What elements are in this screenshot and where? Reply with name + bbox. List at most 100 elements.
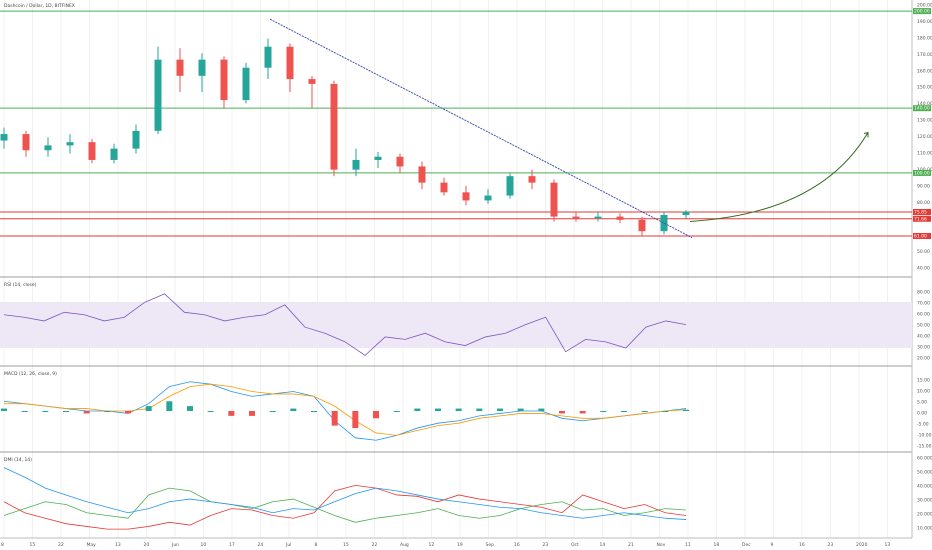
macd-histogram-bar xyxy=(641,411,648,412)
price-tick-label: 120.00 xyxy=(917,134,932,140)
projection-curve xyxy=(689,132,869,222)
candle-body xyxy=(110,148,118,160)
macd-histogram-bar xyxy=(104,411,111,412)
time-tick-label: 22 xyxy=(372,542,378,548)
time-tick-label: 15 xyxy=(30,542,36,548)
time-tick-label: Sep xyxy=(486,542,495,548)
candle-body xyxy=(572,216,580,219)
candle-body xyxy=(396,156,404,167)
time-tick-label: Aug xyxy=(400,542,409,548)
macd-histogram-bar xyxy=(249,411,255,416)
candle-body xyxy=(638,219,646,232)
macd-histogram-bar xyxy=(517,408,524,411)
price-tick-label: 90.00 xyxy=(917,183,930,189)
candle-body xyxy=(660,214,668,232)
rsi-title: RSI (14, close) xyxy=(4,282,37,288)
time-tick-label: Jun xyxy=(171,542,179,548)
macd-histogram-bar xyxy=(228,411,235,416)
macd-tick-label: -10.00 xyxy=(917,433,932,439)
macd-tick-label: 0.00 xyxy=(917,411,927,417)
price-badge xyxy=(913,215,931,222)
dmi-tick-label: 60.0000 xyxy=(917,456,932,462)
candle-body xyxy=(242,67,250,101)
time-tick-label: 16 xyxy=(514,542,520,548)
price-badge xyxy=(913,169,931,176)
macd-histogram-bar xyxy=(42,411,49,412)
macd-histogram-bar xyxy=(269,411,276,412)
macd-tick-label: 5.00 xyxy=(917,400,927,406)
time-tick-label: 24 xyxy=(258,542,264,548)
candle-body xyxy=(22,134,30,151)
price-tick-label: 150.00 xyxy=(917,85,932,91)
candle-body xyxy=(308,79,316,84)
macd-histogram-bar xyxy=(352,411,359,429)
candle-body xyxy=(462,192,470,201)
candle-body xyxy=(88,142,96,160)
price-tick-label: 200.00 xyxy=(917,3,932,9)
candle-body xyxy=(374,156,382,160)
macd-histogram-bar xyxy=(538,408,545,411)
macd-histogram-bar xyxy=(145,406,152,411)
time-tick-label: 23 xyxy=(828,542,834,548)
macd-histogram-bar xyxy=(414,408,421,411)
macd-histogram-bar xyxy=(559,411,565,414)
dmi-tick-label: 30.0000 xyxy=(917,498,932,504)
time-tick-label: 18 xyxy=(714,542,720,548)
price-tick-label: 100.00 xyxy=(917,167,932,173)
candle-body xyxy=(528,176,536,183)
time-tick-label: 8 xyxy=(1,542,4,548)
minus-di-line xyxy=(3,484,687,530)
time-tick-label: 10 xyxy=(201,542,207,548)
rsi-tick-label: 70.00 xyxy=(917,301,930,307)
macd-histogram-bar xyxy=(311,411,317,412)
time-tick-label: 12 xyxy=(429,542,435,548)
macd-histogram-bar xyxy=(621,411,627,412)
candle-body xyxy=(220,59,228,101)
trend-line xyxy=(269,18,693,239)
time-tick-label: 20 xyxy=(144,542,150,548)
rsi-line xyxy=(3,293,687,356)
time-tick-label: Oct xyxy=(571,542,579,548)
macd-histogram-bar xyxy=(21,411,28,412)
macd-tick-label: 10.00 xyxy=(917,389,930,395)
price-badge xyxy=(913,233,931,240)
macd-histogram-bar xyxy=(125,411,131,414)
candle-body xyxy=(198,59,206,76)
time-tick-label: 22 xyxy=(58,542,64,548)
macd-histogram-bar xyxy=(455,408,462,411)
candle-body xyxy=(550,182,558,217)
price-tick-label: 40.00 xyxy=(917,266,930,272)
chart-title: Dashcoin / Dollar, 1D, BITFINEX xyxy=(4,3,75,9)
rsi-band xyxy=(0,302,912,348)
price-tick-label: 170.00 xyxy=(917,52,932,58)
time-tick-label: May xyxy=(87,542,97,548)
price-badge-label: 61.00 xyxy=(914,234,927,240)
macd-histogram-bar xyxy=(187,406,193,411)
price-badge xyxy=(913,105,931,112)
candle-body xyxy=(682,211,690,215)
macd-tick-label: -5.00 xyxy=(917,422,929,428)
macd-line xyxy=(3,381,687,441)
macd-histogram-bar xyxy=(83,411,90,414)
time-tick-label: 13 xyxy=(115,542,121,548)
macd-tick-label: 15.00 xyxy=(917,378,930,384)
time-tick-label: 8 xyxy=(315,542,318,548)
price-tick-label: 180.00 xyxy=(917,35,932,41)
macd-histogram-bar xyxy=(1,408,7,411)
macd-histogram-bar xyxy=(600,411,607,412)
time-tick-label: 14 xyxy=(600,542,606,548)
price-tick-label: 130.00 xyxy=(917,118,932,124)
time-tick-label: Nov xyxy=(657,542,666,548)
candle-body xyxy=(44,145,52,151)
macd-histogram-bar xyxy=(290,408,297,411)
candle-body xyxy=(418,166,426,183)
price-badge-label: 140.00 xyxy=(914,106,930,112)
price-badge xyxy=(913,208,931,215)
candle-body xyxy=(66,142,74,146)
price-badge-label: 200.00 xyxy=(914,9,930,15)
price-tick-label: 80.00 xyxy=(917,200,930,206)
candle-body xyxy=(616,216,624,220)
time-tick-label: 16 xyxy=(799,542,805,548)
rsi-tick-label: 60.00 xyxy=(917,312,930,318)
dmi-tick-label: 20.0000 xyxy=(917,512,932,518)
